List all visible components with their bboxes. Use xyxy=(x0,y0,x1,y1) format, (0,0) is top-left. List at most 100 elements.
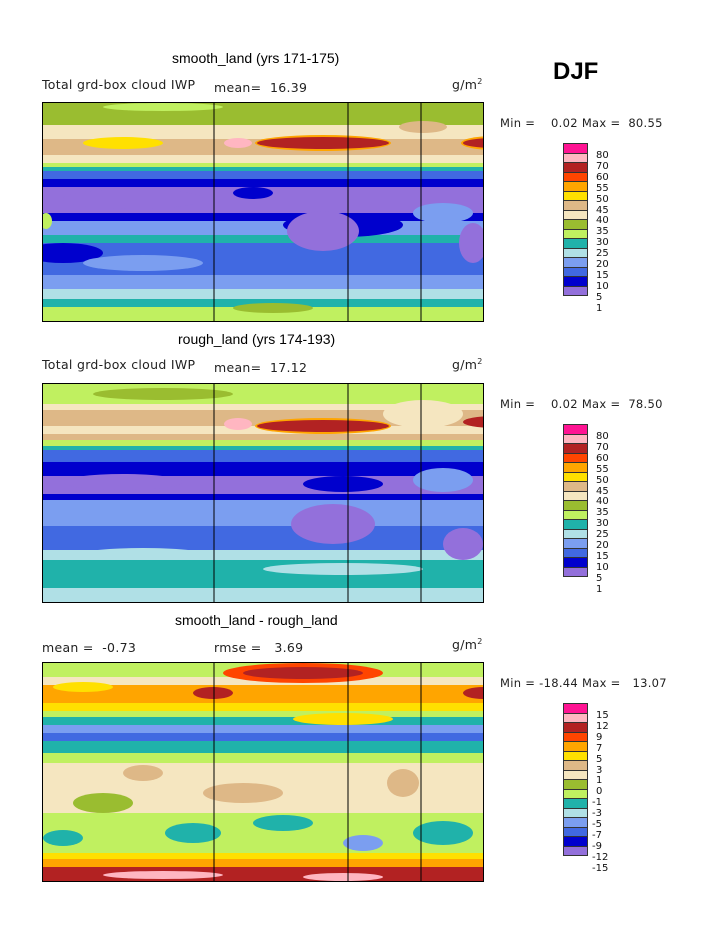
contour-region xyxy=(287,211,359,251)
colorbar-label: 15 xyxy=(596,550,609,562)
panel2-title: rough_land (yrs 174-193) xyxy=(178,331,336,347)
colorbar-label: -7 xyxy=(592,829,602,841)
colorbar-label: 1 xyxy=(596,302,603,314)
colorbar-label: 50 xyxy=(596,193,609,205)
panel1-min-label: Min = xyxy=(500,116,536,130)
colorbar-label: 40 xyxy=(596,215,609,227)
colorbar-label: -15 xyxy=(592,862,609,874)
panel1-colorbar xyxy=(563,143,588,296)
colorbar-label: 35 xyxy=(596,226,609,238)
panel3-min-label: Min = xyxy=(500,676,536,690)
contour-band xyxy=(43,307,483,321)
colorbar-label: 55 xyxy=(596,182,609,194)
colorbar-label: 25 xyxy=(596,248,609,260)
contour-region xyxy=(463,416,483,428)
colorbar-label: 35 xyxy=(596,507,609,519)
panel1-contour xyxy=(43,103,483,321)
colorbar-label: 70 xyxy=(596,441,609,453)
contour-region xyxy=(43,830,83,846)
colorbar-label: 5 xyxy=(596,753,603,765)
panel3-units: g/m xyxy=(452,637,478,653)
contour-region xyxy=(459,223,483,263)
panel1-units: g/m xyxy=(452,77,478,93)
contour-region xyxy=(387,769,419,797)
colorbar-label: 0 xyxy=(596,786,603,798)
contour-region xyxy=(43,243,103,263)
contour-region xyxy=(83,255,203,271)
season-label: DJF xyxy=(553,58,599,85)
contour-region xyxy=(233,187,273,199)
panel3-rmse-label: rmse = xyxy=(214,640,262,655)
contour-band xyxy=(43,703,483,711)
colorbar-label: 30 xyxy=(596,518,609,530)
contour-band xyxy=(43,717,483,725)
contour-band xyxy=(43,741,483,753)
contour-region xyxy=(303,476,383,492)
contour-region xyxy=(203,783,283,803)
contour-band xyxy=(43,125,483,139)
contour-region xyxy=(413,203,473,223)
panel3-units-exp: 2 xyxy=(477,637,483,646)
contour-band xyxy=(43,289,483,299)
colorbar-label: -3 xyxy=(592,808,602,820)
contour-band xyxy=(43,167,483,171)
contour-region xyxy=(257,420,389,432)
panel3-max: 13.07 xyxy=(632,676,667,690)
contour-band xyxy=(43,560,483,588)
colorbar-label: 1 xyxy=(596,583,603,595)
contour-band xyxy=(43,725,483,733)
colorbar-label: 80 xyxy=(596,431,609,442)
contour-band xyxy=(43,685,483,703)
colorbar-label: -1 xyxy=(592,797,602,809)
contour-region xyxy=(165,823,221,843)
colorbar-label: 20 xyxy=(596,540,609,551)
colorbar-label: 30 xyxy=(596,237,609,249)
contour-region xyxy=(303,873,383,881)
contour-region xyxy=(443,528,483,560)
contour-band xyxy=(43,299,483,307)
contour-region xyxy=(399,121,447,133)
panel1-min: 0.02 xyxy=(551,116,578,130)
colorbar-label: 5 xyxy=(596,572,603,584)
colorbar-label: 10 xyxy=(596,561,609,573)
colorbar-label: 80 xyxy=(596,150,609,161)
contour-region xyxy=(224,138,252,148)
contour-region xyxy=(343,835,383,851)
panel1-mean: 16.39 xyxy=(269,80,308,95)
panel1-units-exp: 2 xyxy=(477,77,483,86)
contour-region xyxy=(253,815,313,831)
colorbar-label: 40 xyxy=(596,496,609,508)
contour-region xyxy=(463,687,483,699)
contour-band xyxy=(43,446,483,450)
contour-region xyxy=(43,213,52,229)
colorbar-label: 9 xyxy=(596,731,603,743)
panel2-min-label: Min = xyxy=(500,397,536,411)
panel3-max-label: Max = xyxy=(582,676,621,690)
colorbar-label: 3 xyxy=(596,764,603,776)
contour-region xyxy=(413,468,473,492)
colorbar-label: 20 xyxy=(596,259,609,270)
contour-band xyxy=(43,235,483,243)
contour-band xyxy=(43,753,483,763)
panel2-contour xyxy=(43,384,483,602)
contour-band xyxy=(43,550,483,560)
contour-region xyxy=(291,504,375,544)
contour-region xyxy=(93,388,233,400)
panel2-units-exp: 2 xyxy=(477,357,483,366)
contour-region xyxy=(63,189,203,209)
panel3-mean-label: mean = xyxy=(42,640,94,655)
contour-region xyxy=(413,821,473,845)
contour-region xyxy=(224,418,252,430)
contour-region xyxy=(83,548,203,560)
contour-region xyxy=(103,103,223,111)
contour-band xyxy=(43,221,483,235)
contour-band xyxy=(43,711,483,717)
colorbar-label: -5 xyxy=(592,819,602,830)
panel3-mean: -0.73 xyxy=(102,640,137,655)
colorbar-label: -9 xyxy=(592,840,602,852)
contour-band xyxy=(43,450,483,462)
contour-region xyxy=(293,713,393,725)
colorbar-label: 45 xyxy=(596,485,609,497)
colorbar-label: 15 xyxy=(596,710,609,721)
